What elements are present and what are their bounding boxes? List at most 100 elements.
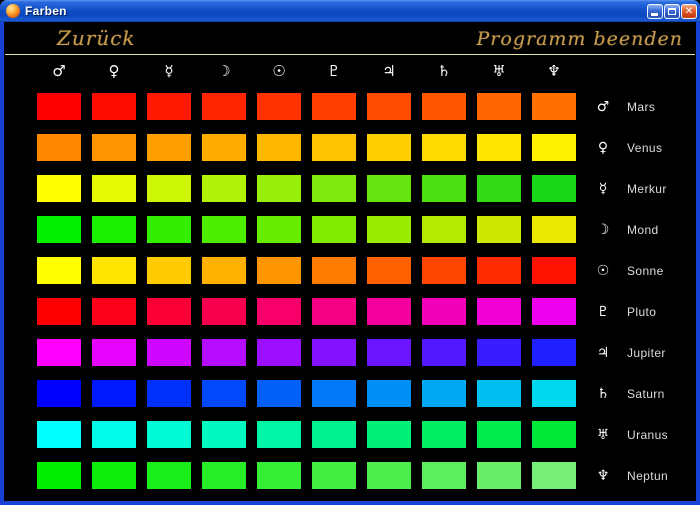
color-swatch[interactable] (532, 134, 576, 161)
color-swatch[interactable] (257, 134, 301, 161)
color-swatch[interactable] (202, 380, 246, 407)
color-swatch[interactable] (477, 216, 521, 243)
color-swatch[interactable] (92, 462, 136, 489)
maximize-button[interactable] (664, 4, 680, 19)
back-button[interactable]: Zurück (57, 26, 136, 50)
color-swatch[interactable] (312, 216, 356, 243)
color-swatch[interactable] (147, 339, 191, 366)
color-swatch[interactable] (367, 462, 411, 489)
color-swatch[interactable] (257, 257, 301, 284)
color-swatch[interactable] (92, 380, 136, 407)
color-swatch[interactable] (257, 339, 301, 366)
color-swatch[interactable] (37, 216, 81, 243)
color-swatch[interactable] (147, 175, 191, 202)
color-swatch[interactable] (202, 421, 246, 448)
color-swatch[interactable] (257, 380, 301, 407)
color-swatch[interactable] (367, 175, 411, 202)
titlebar[interactable]: Farben ✕ (0, 0, 700, 22)
color-swatch[interactable] (312, 134, 356, 161)
color-swatch[interactable] (257, 216, 301, 243)
color-swatch[interactable] (422, 134, 466, 161)
color-swatch[interactable] (37, 175, 81, 202)
color-swatch[interactable] (367, 257, 411, 284)
color-swatch[interactable] (202, 298, 246, 325)
color-swatch[interactable] (422, 298, 466, 325)
color-swatch[interactable] (92, 175, 136, 202)
color-swatch[interactable] (532, 380, 576, 407)
color-swatch[interactable] (92, 421, 136, 448)
color-swatch[interactable] (257, 93, 301, 120)
color-swatch[interactable] (202, 216, 246, 243)
color-swatch[interactable] (532, 339, 576, 366)
color-swatch[interactable] (202, 134, 246, 161)
color-swatch[interactable] (312, 339, 356, 366)
color-swatch[interactable] (37, 339, 81, 366)
color-swatch[interactable] (477, 175, 521, 202)
close-button[interactable]: ✕ (681, 4, 697, 19)
color-swatch[interactable] (202, 257, 246, 284)
color-swatch[interactable] (202, 339, 246, 366)
color-swatch[interactable] (367, 298, 411, 325)
color-swatch[interactable] (92, 134, 136, 161)
color-swatch[interactable] (422, 339, 466, 366)
color-swatch[interactable] (422, 175, 466, 202)
color-swatch[interactable] (147, 257, 191, 284)
color-swatch[interactable] (477, 134, 521, 161)
color-swatch[interactable] (477, 257, 521, 284)
color-swatch[interactable] (477, 462, 521, 489)
color-swatch[interactable] (312, 175, 356, 202)
color-swatch[interactable] (422, 380, 466, 407)
color-swatch[interactable] (37, 421, 81, 448)
color-swatch[interactable] (422, 421, 466, 448)
color-swatch[interactable] (422, 257, 466, 284)
color-swatch[interactable] (202, 93, 246, 120)
color-swatch[interactable] (37, 93, 81, 120)
color-swatch[interactable] (532, 216, 576, 243)
color-swatch[interactable] (37, 298, 81, 325)
color-swatch[interactable] (37, 257, 81, 284)
color-swatch[interactable] (202, 175, 246, 202)
color-swatch[interactable] (37, 462, 81, 489)
color-swatch[interactable] (532, 462, 576, 489)
color-swatch[interactable] (312, 298, 356, 325)
color-swatch[interactable] (147, 134, 191, 161)
color-swatch[interactable] (37, 134, 81, 161)
color-swatch[interactable] (312, 257, 356, 284)
color-swatch[interactable] (147, 421, 191, 448)
color-swatch[interactable] (422, 216, 466, 243)
color-swatch[interactable] (367, 216, 411, 243)
color-swatch[interactable] (532, 421, 576, 448)
color-swatch[interactable] (147, 298, 191, 325)
color-swatch[interactable] (257, 298, 301, 325)
color-swatch[interactable] (147, 380, 191, 407)
color-swatch[interactable] (312, 462, 356, 489)
color-swatch[interactable] (477, 380, 521, 407)
color-swatch[interactable] (312, 93, 356, 120)
color-swatch[interactable] (422, 93, 466, 120)
color-swatch[interactable] (532, 93, 576, 120)
color-swatch[interactable] (367, 380, 411, 407)
color-swatch[interactable] (147, 93, 191, 120)
color-swatch[interactable] (92, 216, 136, 243)
color-swatch[interactable] (257, 421, 301, 448)
color-swatch[interactable] (147, 462, 191, 489)
color-swatch[interactable] (477, 93, 521, 120)
color-swatch[interactable] (92, 93, 136, 120)
color-swatch[interactable] (257, 175, 301, 202)
color-swatch[interactable] (422, 462, 466, 489)
color-swatch[interactable] (92, 298, 136, 325)
color-swatch[interactable] (477, 298, 521, 325)
color-swatch[interactable] (532, 175, 576, 202)
color-swatch[interactable] (532, 298, 576, 325)
color-swatch[interactable] (367, 93, 411, 120)
color-swatch[interactable] (367, 421, 411, 448)
color-swatch[interactable] (367, 339, 411, 366)
color-swatch[interactable] (532, 257, 576, 284)
color-swatch[interactable] (312, 421, 356, 448)
color-swatch[interactable] (37, 380, 81, 407)
minimize-button[interactable] (647, 4, 663, 19)
color-swatch[interactable] (367, 134, 411, 161)
color-swatch[interactable] (92, 257, 136, 284)
exit-program-button[interactable]: Programm beenden (476, 28, 683, 50)
color-swatch[interactable] (477, 339, 521, 366)
